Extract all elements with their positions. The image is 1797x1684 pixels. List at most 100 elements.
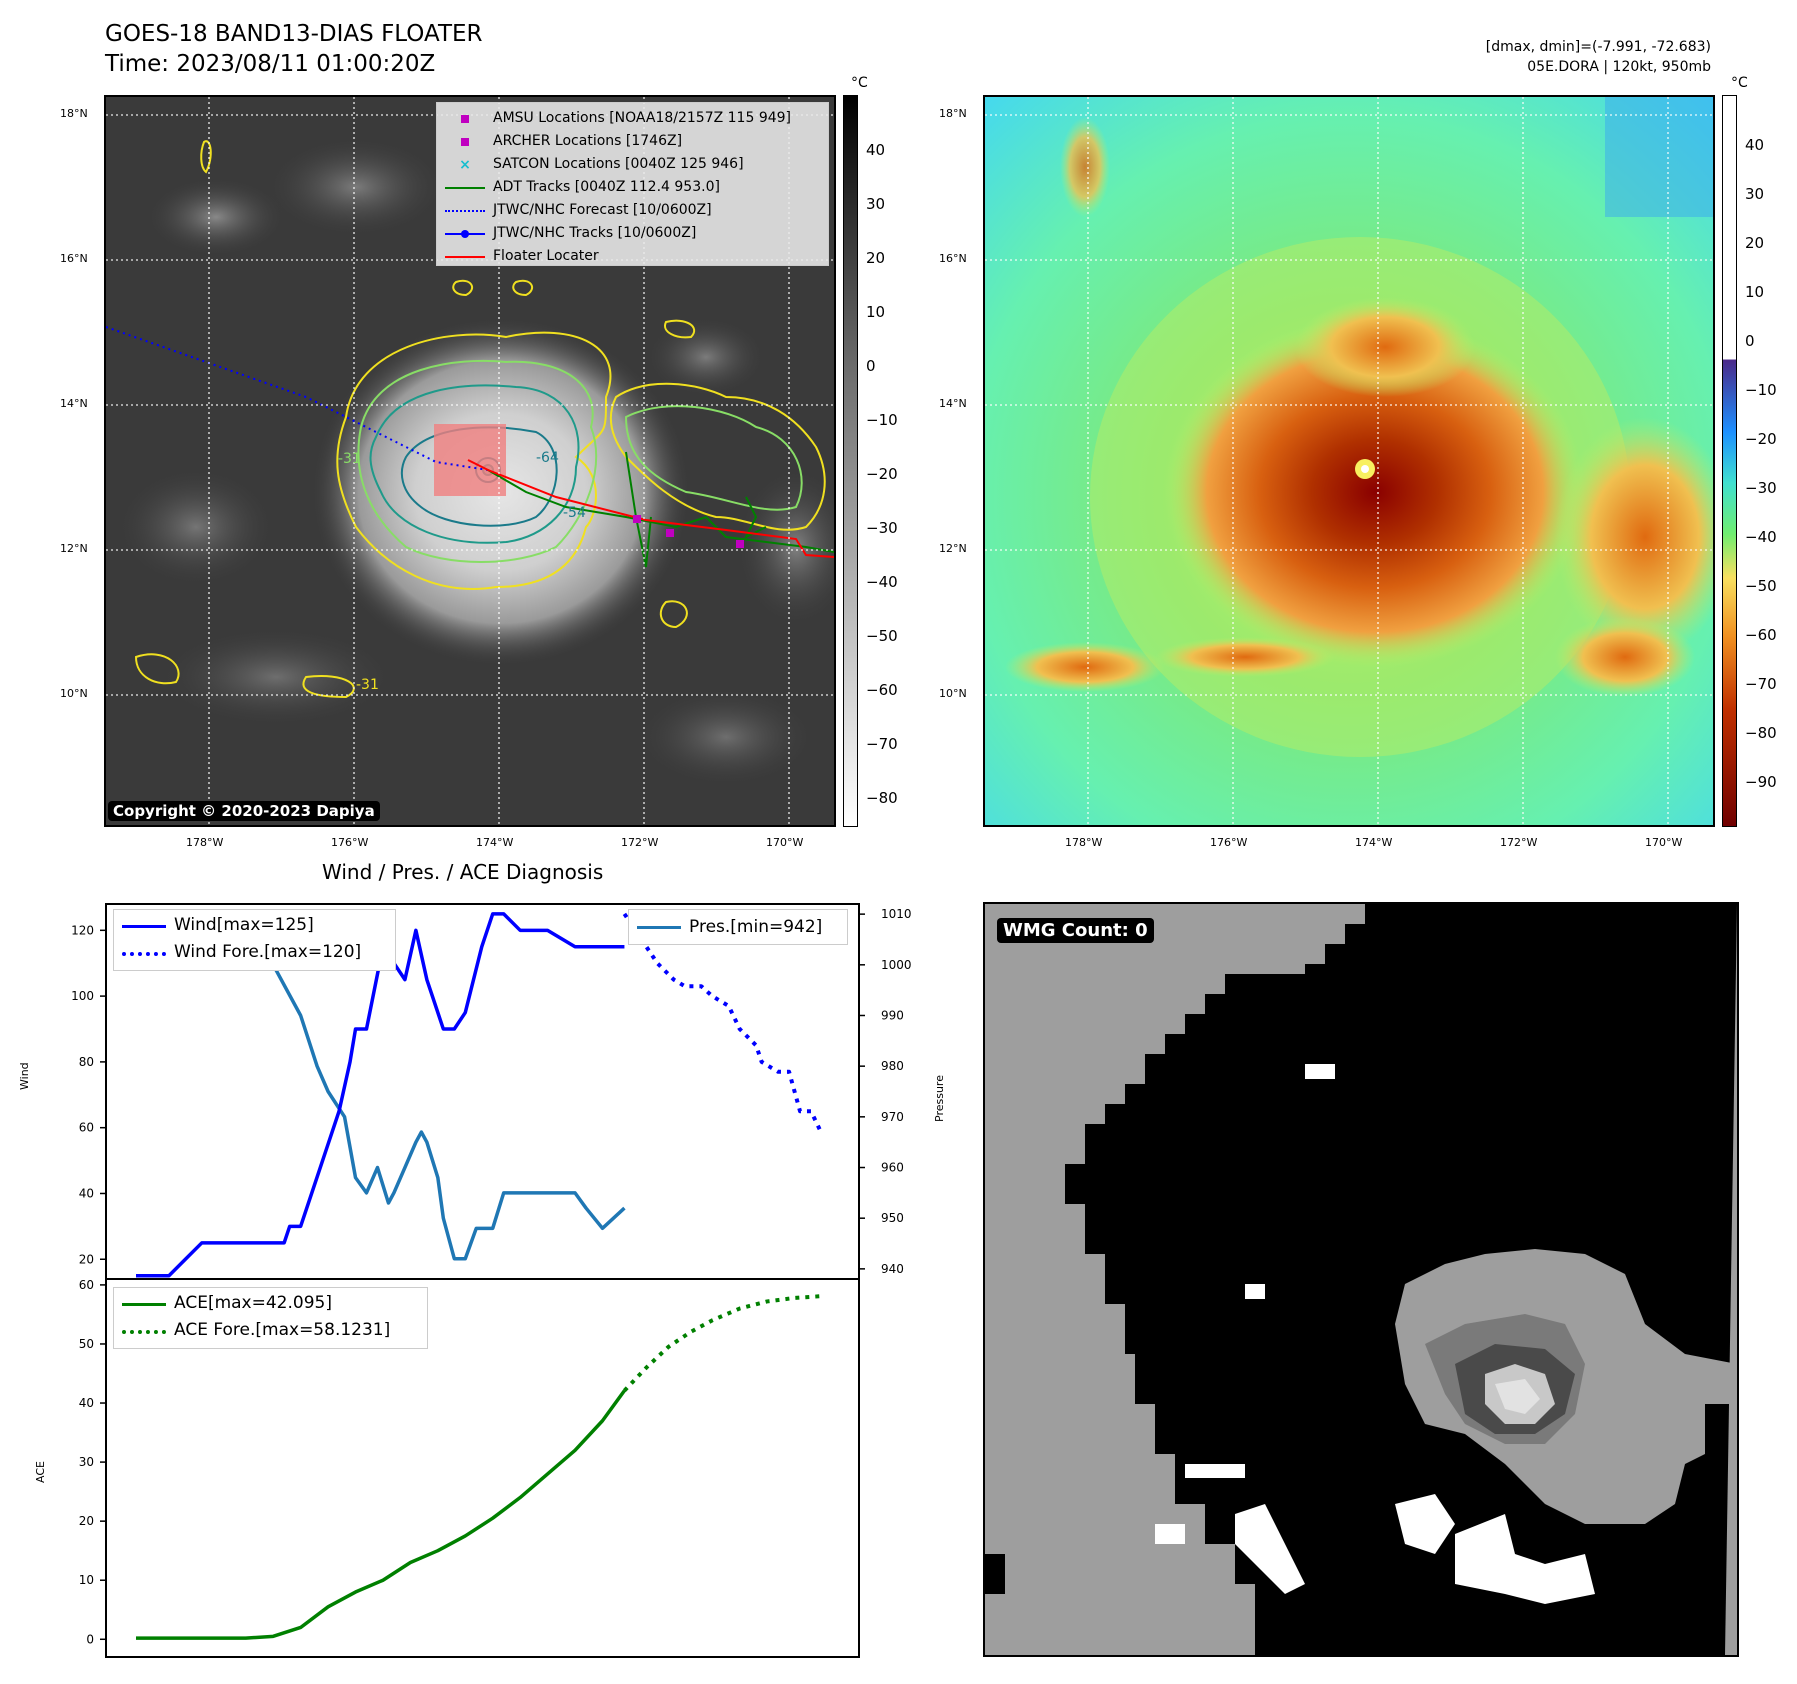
- pressure-tick-label: 1010: [881, 907, 912, 921]
- ace-tick-label: 0: [86, 1632, 94, 1646]
- lon-tick: 172°W: [1500, 836, 1538, 849]
- lat-tick: 16°N: [939, 252, 967, 265]
- lat-tick: 12°N: [939, 542, 967, 555]
- colorbar-tick: −60: [866, 681, 898, 699]
- colorbar-tick: −40: [866, 573, 898, 591]
- wind-tick-label: 100: [71, 989, 94, 1003]
- ace-tick-label: 30: [79, 1455, 94, 1469]
- legend-label: JTWC/NHC Forecast [10/0600Z]: [493, 202, 712, 218]
- ace-line: [136, 1389, 626, 1640]
- wmg-count-badge: WMG Count: 0: [997, 918, 1154, 943]
- legend-entry: ARCHER Locations [1746Z]: [445, 130, 820, 153]
- wind-axis-label: Wind: [18, 1062, 31, 1090]
- copyright-badge: Copyright © 2020-2023 Dapiya: [108, 801, 380, 821]
- colorbar-tick: 40: [1745, 136, 1765, 154]
- legend-label: JTWC/NHC Tracks [10/0600Z]: [493, 225, 697, 241]
- ace-tick-label: 20: [79, 1514, 94, 1528]
- wind-tick-label: 40: [79, 1186, 94, 1200]
- legend-label: ACE Fore.[max=58.1231]: [174, 1320, 391, 1340]
- colorbar-tick: −80: [866, 789, 898, 807]
- lon-tick: 176°W: [1210, 836, 1248, 849]
- pressure-tick-label: 940: [881, 1262, 904, 1276]
- ace-tick-label: 40: [79, 1396, 94, 1410]
- legend-entry: Floater Locater: [445, 245, 820, 268]
- colorbar-tick: 20: [1745, 234, 1765, 252]
- wind-tick-label: 60: [79, 1121, 94, 1135]
- lat-tick: 16°N: [60, 252, 88, 265]
- colorbar-tick: 0: [1745, 332, 1755, 350]
- colorbar-tick: 10: [866, 303, 886, 321]
- lon-tick: 174°W: [1355, 836, 1393, 849]
- ace-legend: ACE[max=42.095] ACE Fore.[max=58.1231]: [113, 1287, 428, 1349]
- legend-entry: JTWC/NHC Forecast [10/0600Z]: [445, 199, 820, 222]
- pressure-tick-label: 950: [881, 1211, 904, 1225]
- legend-label: Wind Fore.[max=120]: [174, 942, 362, 962]
- ace-axis-label: ACE: [34, 1461, 47, 1483]
- figure-title-line2: Time: 2023/08/11 01:00:20Z: [105, 51, 436, 77]
- lat-tick: 10°N: [60, 687, 88, 700]
- pressure-legend: Pres.[min=942]: [628, 909, 848, 945]
- pressure-axis-label: Pressure: [933, 1075, 946, 1122]
- lat-tick: 18°N: [939, 107, 967, 120]
- lon-tick: 172°W: [621, 836, 659, 849]
- colorbar-tick: 40: [866, 141, 886, 159]
- lon-tick: 170°W: [766, 836, 804, 849]
- lat-tick: 18°N: [60, 107, 88, 120]
- colorbar-tick: −20: [866, 465, 898, 483]
- colorbar-tick: −40: [1745, 528, 1777, 546]
- color-map-image: [985, 97, 1713, 825]
- legend-entry: × SATCON Locations [0040Z 125 946]: [445, 153, 820, 176]
- lat-tick: 12°N: [60, 542, 88, 555]
- map-legend: AMSU Locations [NOAA18/2157Z 115 949] AR…: [436, 102, 829, 266]
- ir-colorbar-unit: °C: [851, 75, 868, 91]
- pressure-tick-label: 980: [881, 1059, 904, 1073]
- pressure-tick-label: 1000: [881, 958, 912, 972]
- color-colorbar: [1722, 95, 1737, 827]
- lat-tick: 10°N: [939, 687, 967, 700]
- wind-tick-label: 20: [79, 1252, 94, 1266]
- wind-forecast-line: [622, 912, 824, 1136]
- pressure-tick-label: 990: [881, 1008, 904, 1022]
- wmg-panel: WMG Count: 0: [983, 902, 1739, 1657]
- diagnosis-title: Wind / Pres. / ACE Diagnosis: [322, 860, 604, 884]
- wind-legend: Wind[max=125] Wind Fore.[max=120]: [113, 909, 396, 971]
- colorbar-tick: 30: [1745, 185, 1765, 203]
- wind-tick-label: 120: [71, 923, 94, 937]
- legend-label: Floater Locater: [493, 248, 599, 264]
- colorbar-tick: −90: [1745, 773, 1777, 791]
- legend-label: ADT Tracks [0040Z 112.4 953.0]: [493, 179, 720, 195]
- lon-tick: 178°W: [186, 836, 224, 849]
- lon-tick: 170°W: [1645, 836, 1683, 849]
- colorbar-tick: −30: [866, 519, 898, 537]
- colorbar-tick: −10: [866, 411, 898, 429]
- storm-stats-line2: 05E.DORA | 120kt, 950mb: [1527, 59, 1711, 75]
- colorbar-tick: 0: [866, 357, 876, 375]
- lat-tick: 14°N: [939, 397, 967, 410]
- legend-label: SATCON Locations [0040Z 125 946]: [493, 156, 744, 172]
- pressure-tick-label: 960: [881, 1161, 904, 1175]
- colorbar-tick: −80: [1745, 724, 1777, 742]
- legend-label: AMSU Locations [NOAA18/2157Z 115 949]: [493, 110, 792, 126]
- ace-tick-label: 50: [79, 1337, 94, 1351]
- ace-forecast-line: [622, 1294, 823, 1393]
- ace-tick-label: 10: [79, 1573, 94, 1587]
- legend-label: ARCHER Locations [1746Z]: [493, 133, 683, 149]
- diagnosis-chart: 2040608010012094095096097098099010001010…: [71, 903, 912, 1658]
- pressure-line: [136, 912, 626, 1261]
- colorbar-tick: −70: [866, 735, 898, 753]
- ace-tick-label: 60: [79, 1278, 94, 1292]
- legend-label: Pres.[min=942]: [689, 916, 823, 937]
- storm-stats-line1: [dmax, dmin]=(-7.991, -72.683): [1485, 39, 1711, 55]
- colorbar-tick: −70: [1745, 675, 1777, 693]
- wmg-image: [985, 904, 1737, 1655]
- legend-entry: JTWC/NHC Tracks [10/0600Z]: [445, 222, 820, 245]
- legend-label: Wind[max=125]: [174, 915, 314, 935]
- ir-map-image: [106, 97, 834, 825]
- lat-tick: 14°N: [60, 397, 88, 410]
- lon-tick: 174°W: [476, 836, 514, 849]
- legend-entry: AMSU Locations [NOAA18/2157Z 115 949]: [445, 107, 820, 130]
- colorbar-tick: 30: [866, 195, 886, 213]
- colorbar-tick: −60: [1745, 626, 1777, 644]
- legend-entry: ADT Tracks [0040Z 112.4 953.0]: [445, 176, 820, 199]
- colorbar-tick: −20: [1745, 430, 1777, 448]
